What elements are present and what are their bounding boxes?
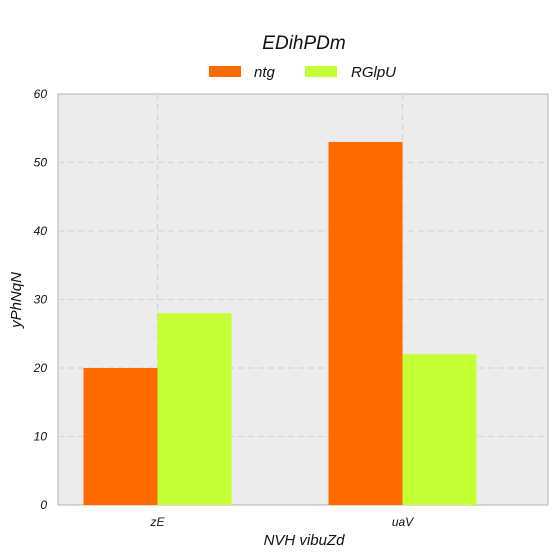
bars bbox=[83, 141, 477, 505]
y-tick-label: 40 bbox=[34, 224, 48, 238]
y-tick-label: 0 bbox=[40, 498, 47, 512]
legend-swatch-rglpu bbox=[305, 66, 337, 77]
y-tick-label: 20 bbox=[33, 361, 48, 375]
y-axis-label: yPhNqN bbox=[8, 272, 25, 329]
bar-ntg-zE bbox=[83, 368, 158, 505]
y-tick-label: 10 bbox=[34, 430, 48, 444]
legend: ntg RGlpU bbox=[209, 64, 396, 81]
bar-RGlpU-zE bbox=[157, 313, 232, 505]
x-axis-label: NVH vibuZd bbox=[264, 532, 346, 549]
legend-label-rglpu: RGlpU bbox=[351, 64, 396, 81]
y-tick-label: 60 bbox=[34, 87, 48, 101]
legend-swatch-ntg bbox=[209, 66, 241, 77]
y-tick-label: 30 bbox=[34, 293, 48, 307]
chart-title: EDihPDm bbox=[262, 33, 345, 54]
legend-label-ntg: ntg bbox=[254, 64, 276, 81]
tick-labels: 0 10 20 30 40 50 60 zE uaV bbox=[33, 87, 415, 529]
bar-RGlpU-uaV bbox=[402, 354, 477, 505]
x-tick-label: uaV bbox=[392, 515, 414, 529]
y-tick-label: 50 bbox=[34, 156, 48, 170]
x-tick-label: zE bbox=[149, 515, 165, 529]
bar-ntg-uaV bbox=[328, 141, 403, 505]
